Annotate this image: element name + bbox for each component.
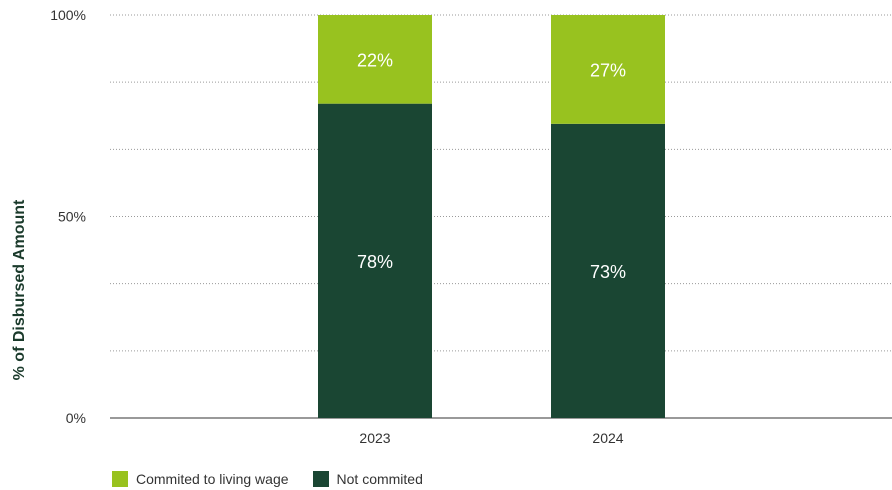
y-tick-label: 50% xyxy=(58,209,86,225)
bar-data-label: 27% xyxy=(590,60,626,80)
legend-swatch xyxy=(312,471,329,487)
y-axis-ticks: 0% 50% 100% xyxy=(50,7,86,426)
bar-segment xyxy=(318,103,432,418)
legend-swatch xyxy=(112,471,128,487)
x-axis-ticks: 2023 2024 xyxy=(359,430,623,446)
bar-data-label: 73% xyxy=(590,262,626,282)
bar-segment xyxy=(318,15,432,104)
legend-item: Commited to living wage xyxy=(112,471,289,487)
x-tick-label: 2024 xyxy=(592,430,623,446)
legend-label: Not commited xyxy=(336,471,423,487)
y-tick-label: 0% xyxy=(66,410,86,426)
bars: 78% 22% 73% 27% xyxy=(318,15,665,418)
bar-data-label: 78% xyxy=(357,252,393,272)
legend: Commited to living wage Not commited xyxy=(112,468,423,490)
y-axis-title: % of Disbursed Amount xyxy=(11,199,28,380)
bar-segment xyxy=(551,123,665,418)
legend-label: Commited to living wage xyxy=(136,471,289,487)
gridlines xyxy=(110,14,892,419)
bar-data-label: 22% xyxy=(357,50,393,70)
y-tick-label: 100% xyxy=(50,7,86,23)
legend-item: Not commited xyxy=(312,471,423,487)
bar-segment xyxy=(551,15,665,124)
x-tick-label: 2023 xyxy=(359,430,390,446)
